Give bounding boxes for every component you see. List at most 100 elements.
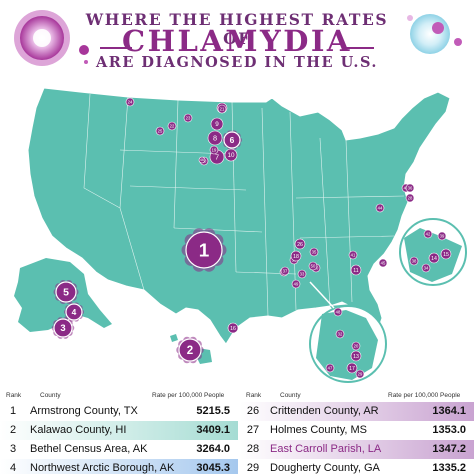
map-marker-5: 5 [53, 279, 79, 305]
table-row: 28 East Carroll Parish, LA 1347.2 [240, 440, 474, 459]
map-marker-label: 16 [230, 326, 236, 332]
table-row: 4 Northwest Arctic Borough, AK 3045.3 [0, 459, 238, 474]
map-marker-label: 21 [220, 106, 225, 111]
map-marker-label: 46 [200, 158, 204, 162]
row-county: East Carroll Parish, LA [270, 443, 382, 455]
map-marker-label: 24 [128, 99, 133, 104]
title-block: WHERE THE HIGHEST RATES OF CHLAMYDIA ARE… [0, 0, 474, 78]
map-marker-28: 28 [405, 193, 415, 203]
map-marker-8: 8 [207, 130, 223, 146]
map-marker-22: 22 [167, 121, 177, 131]
map-marker-label: 47 [328, 365, 333, 370]
map-marker-label: 26 [297, 242, 303, 248]
map-marker-label: 22 [170, 123, 175, 128]
map-marker-23: 23 [183, 113, 193, 123]
row-rank: 26 [246, 405, 260, 417]
map-marker-label: 2 [187, 345, 193, 357]
map-marker-label: 49 [294, 281, 299, 286]
table-row: 3 Bethel Census Area, AK 3264.0 [0, 440, 238, 459]
map-marker-39: 39 [437, 231, 447, 241]
map-marker-48: 48 [333, 307, 343, 317]
map-marker-label: 13 [353, 354, 359, 360]
map-marker-6: 6 [222, 130, 242, 150]
row-rank: 28 [246, 443, 260, 455]
row-county: Armstrong County, TX [30, 405, 138, 417]
zoom-callout-delta-land [316, 310, 378, 380]
map-marker-label: 18 [293, 254, 299, 260]
map-marker-label: 5 [63, 287, 69, 299]
map-marker-label: 20 [354, 343, 359, 348]
header-rate: Rate per 100,000 People [152, 392, 225, 399]
row-county: Crittenden County, AR [270, 405, 379, 417]
table-row: 2 Kalawao County, HI 3409.1 [0, 421, 238, 440]
map-marker-label: 3 [60, 323, 65, 334]
map-marker-label: 45 [381, 260, 386, 265]
row-rank: 2 [9, 424, 17, 436]
map-marker-label: 4 [72, 307, 77, 317]
map-marker-13: 13 [350, 350, 362, 362]
row-county: Holmes County, MS [270, 424, 367, 436]
us-map: 1234567891012161921222324252627303133353… [14, 87, 467, 383]
map-marker-44: 44 [375, 203, 385, 213]
header-county: County [40, 392, 61, 399]
map-marker-25: 25 [155, 126, 165, 136]
map-marker-50: 50 [308, 261, 318, 271]
map-marker-49: 49 [291, 279, 301, 289]
row-county: Kalawao County, HI [30, 424, 127, 436]
callout-connector-1 [309, 281, 335, 309]
map-marker-label: 39 [440, 233, 445, 238]
map-marker-label: 15 [443, 252, 449, 258]
map-marker-42: 42 [423, 229, 433, 239]
row-county: Bethel Census Area, AK [30, 443, 148, 455]
map-marker-15: 15 [440, 248, 452, 260]
map-marker-label: 23 [186, 115, 191, 120]
map-marker-label: 19 [212, 147, 217, 152]
title-main: CHLAMYDIA [122, 24, 352, 58]
map-marker-label: 8 [213, 134, 217, 143]
table-header-left: Rank County Rate per 100,000 People [0, 388, 237, 402]
row-rate: 1353.0 [432, 424, 466, 436]
table-row: 27 Holmes County, MS 1353.0 [240, 421, 474, 440]
map-marker-label: 11 [353, 268, 359, 274]
table-header-right: Rank County Rate per 100,000 People [240, 388, 474, 402]
row-rate: 3409.1 [196, 424, 230, 436]
map-marker-41: 41 [348, 250, 358, 260]
map-marker-label: 14 [431, 256, 437, 262]
title-rule-left [100, 47, 132, 49]
row-rank: 1 [9, 405, 17, 417]
row-rate: 1335.2 [432, 462, 466, 474]
map-marker-38: 38 [409, 256, 419, 266]
contiguous-us-shape [27, 87, 451, 345]
map-marker-label: 25 [158, 128, 163, 133]
map-marker-2: 2 [176, 336, 204, 364]
map-marker-46: 46 [198, 156, 206, 164]
map-marker-label: 37 [283, 268, 288, 273]
map-marker-label: 6 [230, 135, 235, 145]
map-marker-1: 1 [181, 228, 227, 272]
map-marker-10: 10 [224, 148, 238, 162]
row-rate: 3045.3 [196, 462, 230, 474]
map-marker-35: 35 [309, 247, 319, 257]
map-marker-label: 32 [338, 331, 343, 336]
header-rank: Rank [246, 392, 262, 399]
map-marker-label: 38 [412, 258, 417, 263]
map-marker-label: 36 [408, 185, 413, 190]
map-marker-label: 28 [408, 195, 413, 200]
title-line-3: ARE DIAGNOSED IN THE U.S. [96, 54, 378, 71]
map-marker-32: 32 [335, 329, 345, 339]
header-rate: Rate per 100,000 People [388, 392, 461, 399]
map-marker-9: 9 [210, 117, 224, 131]
row-county: Dougherty County, GA [270, 462, 380, 474]
map-marker-11: 11 [350, 264, 362, 276]
map-marker-label: 9 [215, 121, 219, 128]
map-marker-label: 42 [426, 231, 431, 236]
row-rank: 4 [9, 462, 17, 474]
map-marker-16: 16 [227, 322, 239, 334]
map-marker-label: 29 [358, 371, 363, 376]
map-marker-33: 33 [297, 269, 307, 279]
row-rate: 5215.5 [196, 405, 230, 417]
table-row: 1 Armstrong County, TX 5215.5 [0, 402, 238, 421]
map-marker-20: 20 [351, 341, 361, 351]
map-marker-label: 34 [424, 265, 429, 270]
ranking-table: Rank County Rate per 100,000 People Rank… [0, 388, 474, 474]
